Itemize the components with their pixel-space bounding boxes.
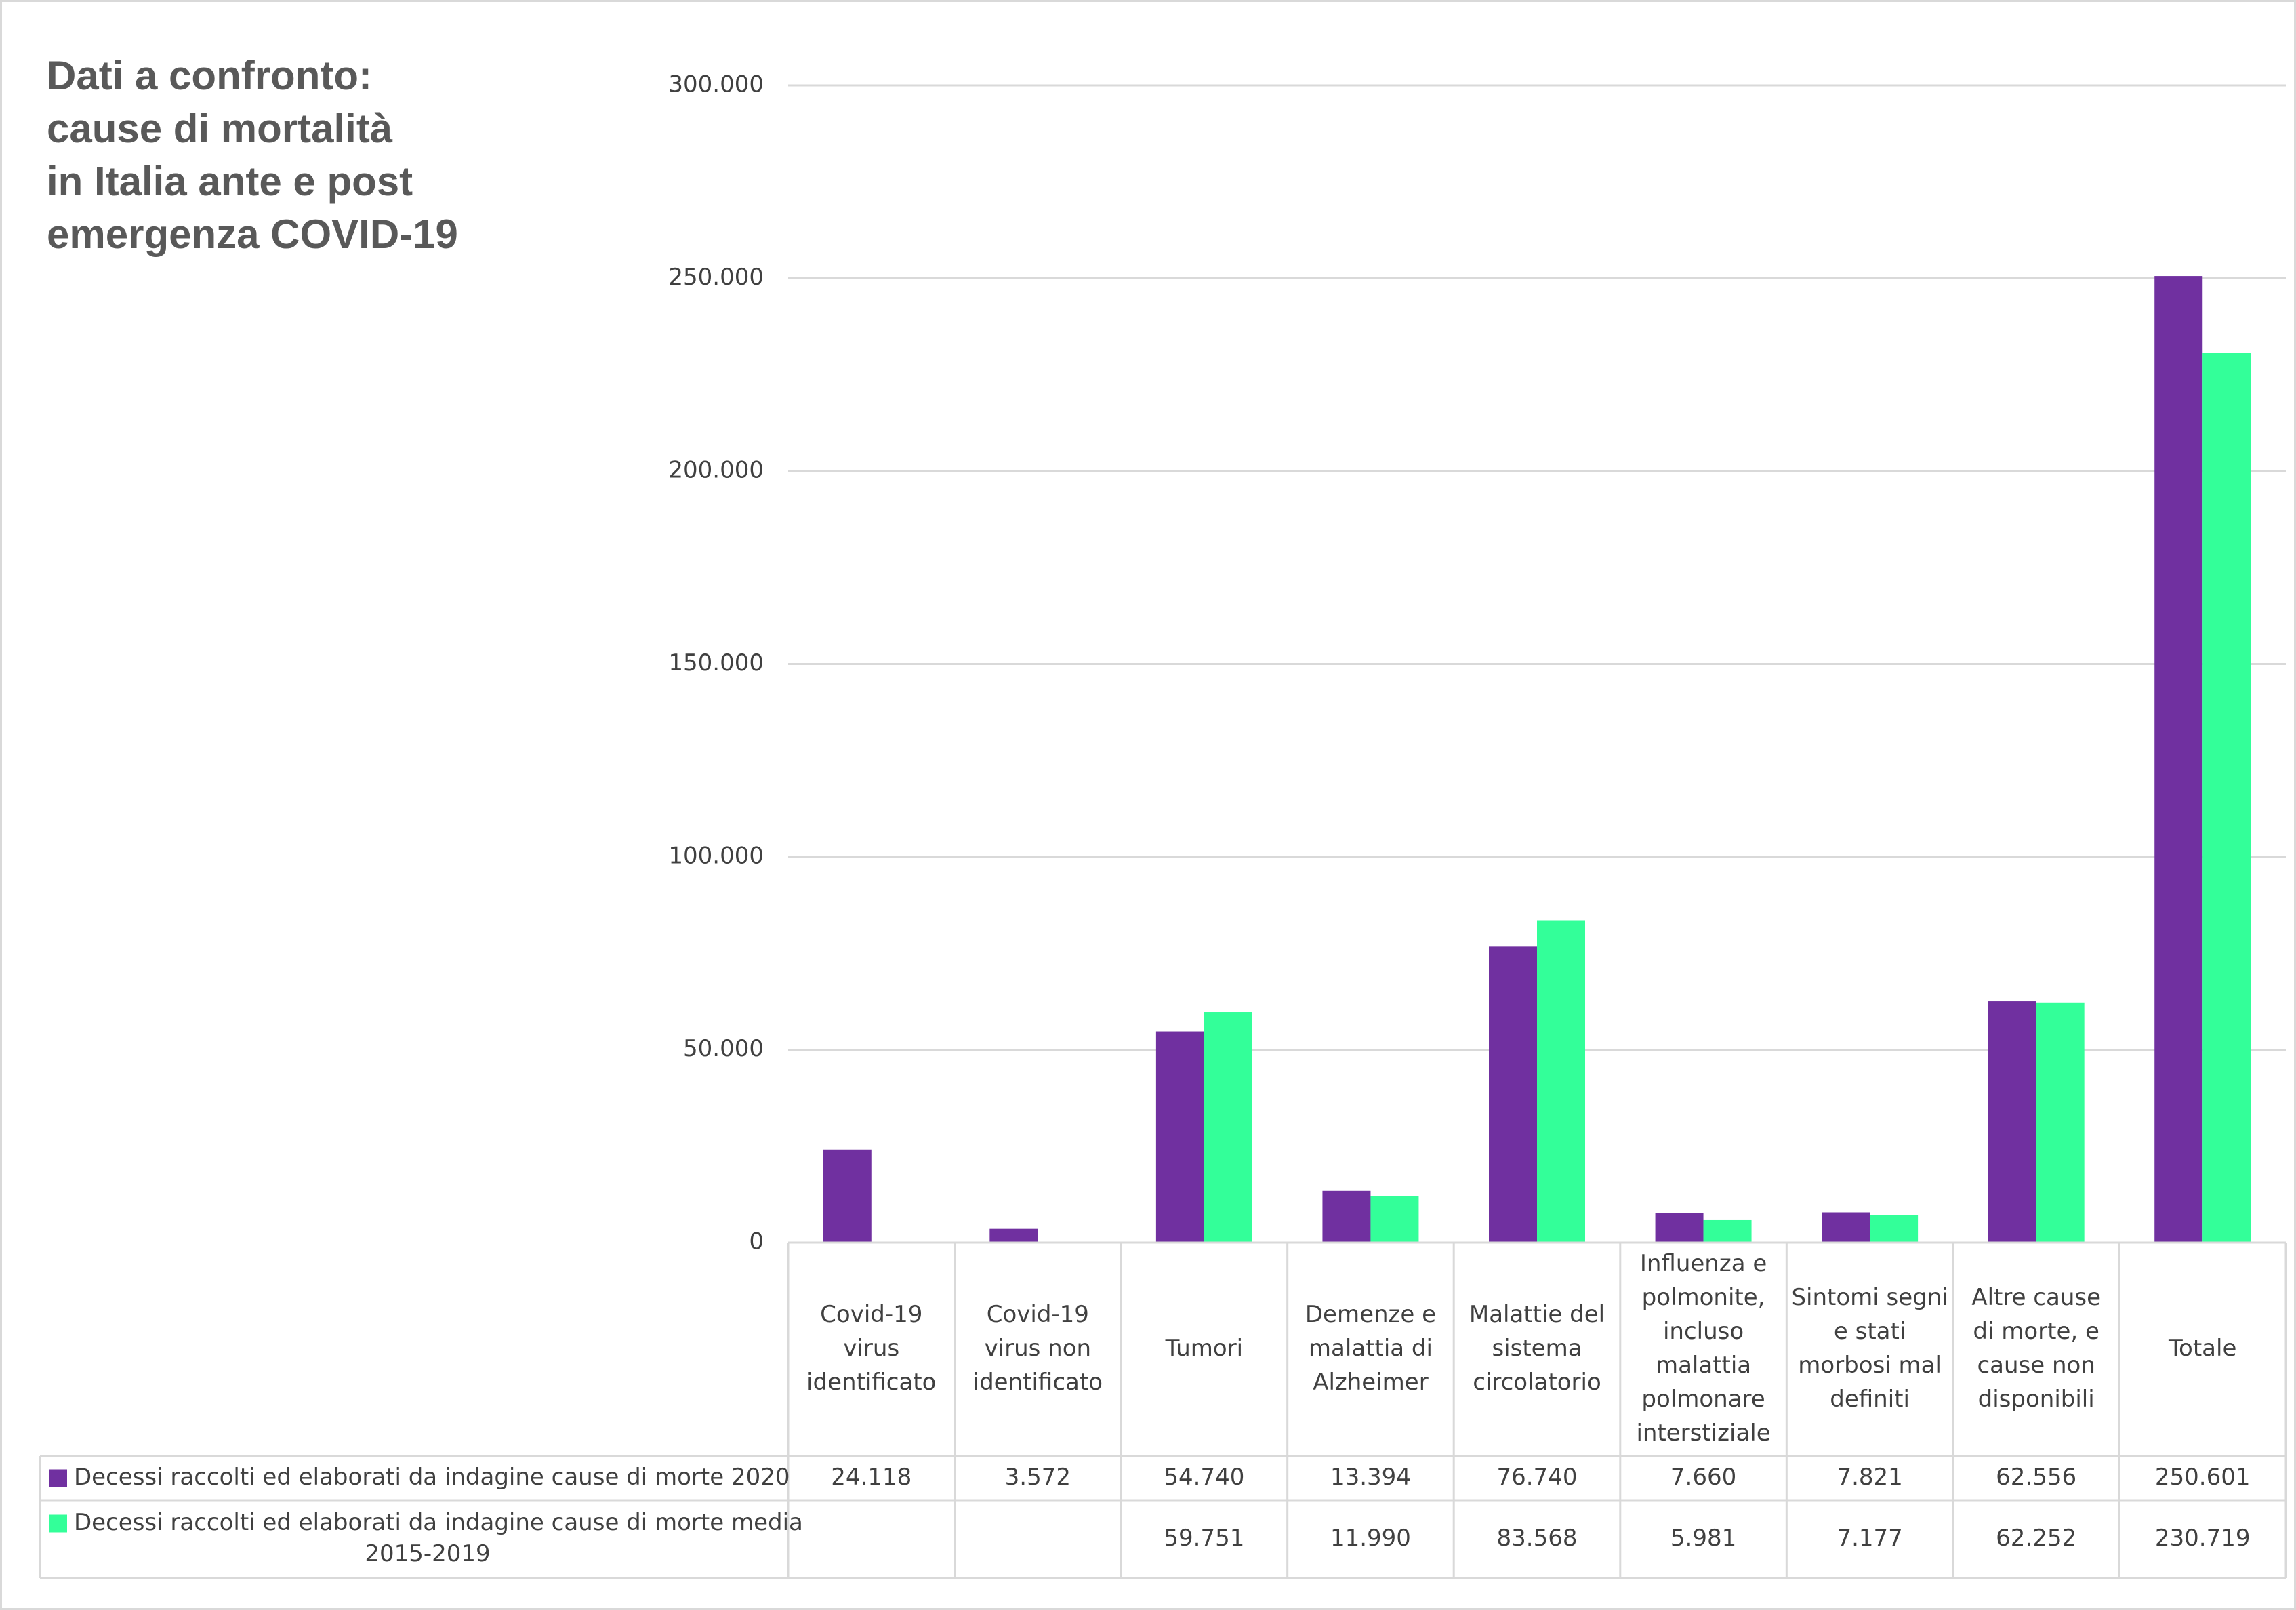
bar xyxy=(1655,1213,1704,1243)
legend-key xyxy=(49,1469,67,1487)
category-label: Covid-19 xyxy=(820,1301,922,1328)
category-label: polmonare xyxy=(1641,1386,1765,1413)
bar xyxy=(989,1228,1038,1243)
data-label: 59.751 xyxy=(1164,1525,1244,1552)
data-label: 5.981 xyxy=(1670,1525,1736,1552)
bar xyxy=(2154,276,2203,1243)
category-label: disponibili xyxy=(1978,1386,2095,1413)
data-label: 7.821 xyxy=(1837,1464,1902,1491)
data-label: 7.660 xyxy=(1670,1464,1736,1491)
data-label: 62.556 xyxy=(1996,1464,2076,1491)
bar xyxy=(1703,1219,1752,1243)
category-label: sistema xyxy=(1492,1335,1582,1362)
bar xyxy=(1537,920,1585,1243)
bar xyxy=(1822,1212,1870,1243)
data-label: 250.601 xyxy=(2155,1464,2251,1491)
data-label: 3.572 xyxy=(1005,1464,1071,1491)
data-label: 76.740 xyxy=(1497,1464,1578,1491)
category-label: virus non xyxy=(985,1335,1092,1362)
data-label: 13.394 xyxy=(1330,1464,1411,1491)
y-tick-label: 250.000 xyxy=(668,264,764,291)
bar xyxy=(823,1149,872,1243)
bar xyxy=(2036,1002,2085,1243)
data-label: 62.252 xyxy=(1996,1525,2076,1552)
category-label: di morte, e xyxy=(1973,1318,2099,1345)
data-label: 11.990 xyxy=(1330,1525,1411,1552)
category-label: Tumori xyxy=(1165,1335,1244,1362)
series-name: 2015-2019 xyxy=(365,1540,490,1567)
category-label: polmonite, xyxy=(1642,1284,1765,1311)
category-label: Covid-19 xyxy=(987,1301,1089,1328)
y-tick-label: 100.000 xyxy=(668,843,764,870)
data-label: 54.740 xyxy=(1164,1464,1244,1491)
data-label: 7.177 xyxy=(1837,1525,1902,1552)
y-tick-label: 50.000 xyxy=(683,1035,764,1062)
series-name: Decessi raccolti ed elaborati da indagin… xyxy=(74,1464,790,1491)
bar xyxy=(1489,946,1537,1243)
category-label: Totale xyxy=(2168,1335,2236,1362)
category-label: Alzheimer xyxy=(1313,1369,1429,1396)
bar xyxy=(2202,353,2251,1243)
bar xyxy=(1322,1190,1371,1243)
data-label: 83.568 xyxy=(1497,1525,1578,1552)
y-tick-label: 150.000 xyxy=(668,649,764,677)
y-tick-label: 0 xyxy=(749,1228,764,1255)
category-label: circolatorio xyxy=(1473,1369,1601,1396)
category-label: malattia di xyxy=(1309,1335,1433,1362)
series-name: Decessi raccolti ed elaborati da indagin… xyxy=(74,1509,803,1536)
category-label: virus xyxy=(843,1335,899,1362)
bar xyxy=(1204,1012,1252,1243)
y-tick-label: 200.000 xyxy=(668,457,764,484)
category-label: identificato xyxy=(806,1369,936,1396)
category-label: definiti xyxy=(1830,1386,1910,1413)
category-label: cause non xyxy=(1977,1352,2095,1379)
category-label: Altre cause xyxy=(1971,1284,2101,1311)
bar xyxy=(1370,1196,1419,1243)
category-label: identificato xyxy=(973,1369,1103,1396)
chart-title: Dati a confronto: cause di mortalità in … xyxy=(47,53,458,257)
category-label: interstiziale xyxy=(1636,1420,1770,1447)
category-label: Influenza e xyxy=(1640,1250,1767,1277)
bar xyxy=(1988,1001,2036,1243)
data-label: 24.118 xyxy=(831,1464,911,1491)
category-label: Malattie del xyxy=(1469,1301,1605,1328)
category-label: morbosi mal xyxy=(1798,1352,1942,1379)
bar xyxy=(1870,1215,1919,1243)
category-label: Sintomi segni xyxy=(1791,1284,1948,1311)
category-label: e stati xyxy=(1834,1318,1906,1345)
category-label: malattia xyxy=(1656,1352,1751,1379)
data-label: 230.719 xyxy=(2155,1525,2251,1552)
legend-key xyxy=(49,1514,67,1533)
y-tick-label: 300.000 xyxy=(668,71,764,98)
category-label: incluso xyxy=(1663,1318,1744,1345)
bar xyxy=(1155,1031,1204,1243)
category-label: Demenze e xyxy=(1305,1301,1436,1328)
